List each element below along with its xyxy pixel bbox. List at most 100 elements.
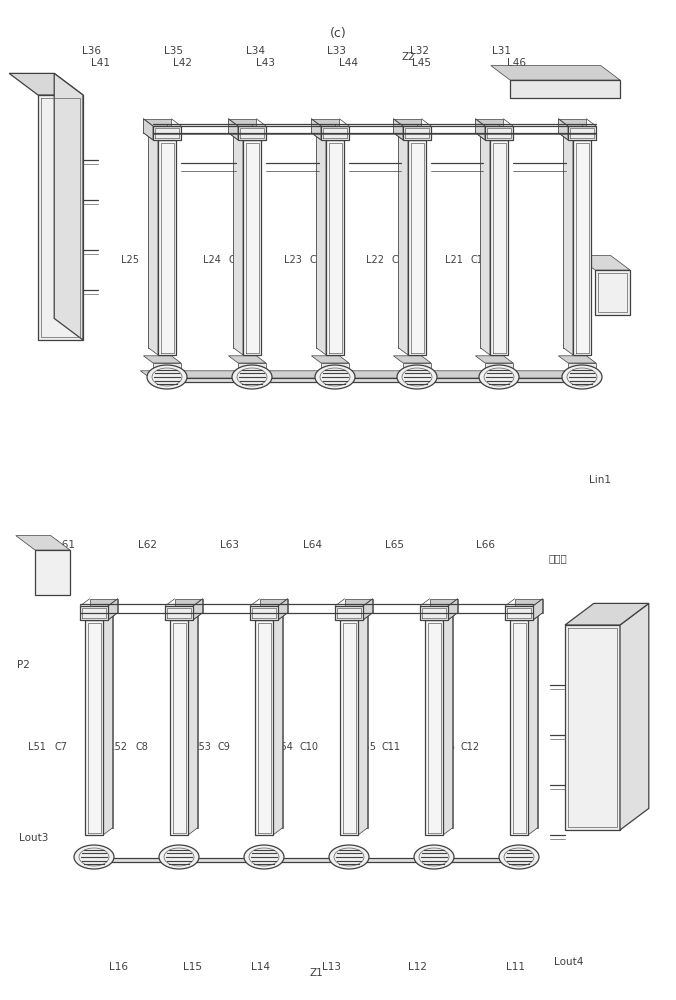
Ellipse shape [562,365,602,389]
Text: L46: L46 [507,58,526,68]
Text: L52: L52 [110,742,127,752]
Text: C6: C6 [66,255,80,265]
Polygon shape [312,119,321,140]
Text: C5: C5 [147,255,161,265]
Text: L22: L22 [366,255,384,265]
Text: L26: L26 [40,255,57,265]
Text: L33: L33 [327,46,346,56]
Polygon shape [485,363,513,381]
Text: L61: L61 [56,540,75,550]
Polygon shape [143,119,172,133]
Polygon shape [255,620,273,835]
Ellipse shape [147,365,187,389]
Polygon shape [228,356,266,363]
Polygon shape [363,599,372,620]
Polygon shape [510,620,528,835]
Polygon shape [335,606,363,620]
Polygon shape [273,613,283,835]
Text: P2: P2 [17,660,30,670]
Text: L36: L36 [82,46,101,56]
Polygon shape [565,603,649,625]
Polygon shape [153,363,181,381]
Polygon shape [475,356,513,363]
Polygon shape [108,599,118,620]
Text: L35: L35 [164,46,183,56]
Polygon shape [321,126,349,140]
Polygon shape [558,356,596,363]
Polygon shape [420,606,448,620]
Polygon shape [174,599,203,613]
Ellipse shape [329,845,369,869]
Polygon shape [228,119,256,133]
Ellipse shape [74,845,114,869]
Polygon shape [153,126,181,140]
Polygon shape [321,363,349,381]
Polygon shape [316,133,335,348]
Polygon shape [573,140,591,355]
Polygon shape [188,613,197,835]
Polygon shape [143,119,153,140]
Ellipse shape [397,365,437,389]
Text: L16: L16 [109,962,128,972]
Text: C10: C10 [299,742,318,752]
Polygon shape [326,140,344,355]
Text: L25: L25 [121,255,139,265]
Text: C4: C4 [228,255,242,265]
Text: C2: C2 [391,255,405,265]
Text: L21: L21 [445,255,463,265]
Text: L53: L53 [193,742,210,752]
Text: L12: L12 [408,962,427,972]
Text: L13: L13 [322,962,341,972]
Polygon shape [77,858,536,862]
Polygon shape [264,613,283,828]
Ellipse shape [315,365,355,389]
Polygon shape [490,140,508,355]
Text: L43: L43 [256,58,275,68]
Text: C11: C11 [381,742,400,752]
Polygon shape [238,363,266,381]
Text: Lin1: Lin1 [589,475,612,485]
Polygon shape [533,599,543,620]
Polygon shape [475,119,504,133]
Text: L32: L32 [410,46,429,56]
Polygon shape [481,133,498,348]
Text: L62: L62 [138,540,157,550]
Polygon shape [595,270,630,315]
Polygon shape [558,119,568,140]
Polygon shape [35,550,70,595]
Polygon shape [448,599,458,620]
Polygon shape [408,140,426,355]
Text: L15: L15 [183,962,202,972]
Polygon shape [358,613,368,835]
Polygon shape [398,133,416,348]
Text: L64: L64 [303,540,322,550]
Text: C3: C3 [309,255,322,265]
Polygon shape [143,356,181,363]
Polygon shape [54,73,83,340]
Polygon shape [340,620,358,835]
Text: L34: L34 [246,46,265,56]
Text: L14: L14 [251,962,270,972]
Text: Z1: Z1 [310,968,323,978]
Polygon shape [165,606,193,620]
Polygon shape [505,606,533,620]
Polygon shape [349,613,368,828]
Text: C8: C8 [135,742,149,752]
Polygon shape [563,133,581,348]
Polygon shape [558,119,586,133]
Polygon shape [312,356,349,363]
Polygon shape [38,95,83,340]
Polygon shape [393,119,403,140]
Polygon shape [443,613,453,835]
Polygon shape [16,536,70,550]
Polygon shape [398,133,408,355]
Polygon shape [568,126,596,140]
Ellipse shape [479,365,519,389]
Ellipse shape [244,845,284,869]
Polygon shape [243,140,261,355]
Ellipse shape [159,845,199,869]
Text: L11: L11 [506,962,525,972]
Polygon shape [278,599,287,620]
Ellipse shape [414,845,454,869]
Text: L42: L42 [173,58,192,68]
